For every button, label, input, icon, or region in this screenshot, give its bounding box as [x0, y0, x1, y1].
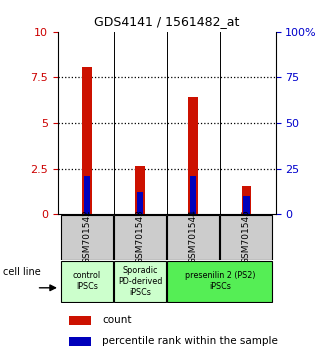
Bar: [188, 97, 198, 214]
Bar: [190, 176, 196, 214]
FancyBboxPatch shape: [167, 261, 272, 302]
FancyBboxPatch shape: [114, 261, 166, 302]
Bar: [69, 337, 91, 346]
Text: GSM701542: GSM701542: [82, 209, 91, 264]
FancyBboxPatch shape: [61, 261, 113, 302]
Bar: [135, 166, 145, 214]
Text: GSM701543: GSM701543: [136, 209, 145, 264]
Text: percentile rank within the sample: percentile rank within the sample: [102, 336, 278, 346]
FancyBboxPatch shape: [220, 215, 272, 260]
Text: presenilin 2 (PS2)
iPSCs: presenilin 2 (PS2) iPSCs: [184, 272, 255, 291]
Text: GSM701544: GSM701544: [189, 209, 198, 264]
Text: Sporadic
PD-derived
iPSCs: Sporadic PD-derived iPSCs: [118, 266, 162, 297]
FancyBboxPatch shape: [167, 215, 219, 260]
Bar: [243, 196, 249, 214]
Text: cell line: cell line: [3, 267, 41, 277]
Bar: [84, 176, 90, 214]
Title: GDS4141 / 1561482_at: GDS4141 / 1561482_at: [94, 15, 239, 28]
FancyBboxPatch shape: [61, 215, 113, 260]
FancyBboxPatch shape: [114, 215, 166, 260]
Bar: [82, 67, 92, 214]
Text: count: count: [102, 315, 132, 325]
Bar: [137, 192, 143, 214]
Bar: [242, 186, 251, 214]
Text: control
IPSCs: control IPSCs: [73, 272, 101, 291]
Text: GSM701545: GSM701545: [242, 209, 251, 264]
Bar: [69, 316, 91, 325]
